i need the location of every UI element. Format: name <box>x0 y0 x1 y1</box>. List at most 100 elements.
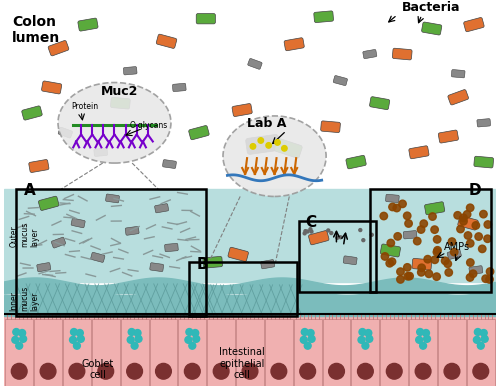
FancyBboxPatch shape <box>422 22 442 35</box>
Circle shape <box>386 363 402 379</box>
Circle shape <box>444 260 452 267</box>
Circle shape <box>406 273 413 280</box>
FancyBboxPatch shape <box>409 146 429 159</box>
Bar <box>299 221 376 292</box>
Circle shape <box>185 337 192 343</box>
FancyBboxPatch shape <box>464 17 484 32</box>
FancyBboxPatch shape <box>274 139 302 158</box>
Ellipse shape <box>58 83 171 163</box>
Circle shape <box>135 335 142 342</box>
Circle shape <box>386 259 394 267</box>
Text: Colon
lumen: Colon lumen <box>12 15 60 45</box>
FancyBboxPatch shape <box>154 204 168 213</box>
Text: Outer
mucus
layer: Outer mucus layer <box>10 222 39 247</box>
Circle shape <box>302 328 308 335</box>
Circle shape <box>380 212 388 220</box>
Circle shape <box>480 330 487 337</box>
FancyBboxPatch shape <box>452 69 465 78</box>
FancyBboxPatch shape <box>150 263 164 272</box>
FancyBboxPatch shape <box>320 121 340 132</box>
Circle shape <box>300 363 316 379</box>
Circle shape <box>78 335 84 342</box>
Circle shape <box>266 143 272 148</box>
Circle shape <box>416 337 422 343</box>
Circle shape <box>425 270 432 278</box>
FancyBboxPatch shape <box>37 262 51 272</box>
Circle shape <box>433 248 440 256</box>
Circle shape <box>40 363 56 379</box>
FancyBboxPatch shape <box>94 148 108 156</box>
Circle shape <box>306 230 309 233</box>
FancyBboxPatch shape <box>125 227 139 235</box>
Circle shape <box>418 226 425 233</box>
FancyBboxPatch shape <box>392 48 412 60</box>
Circle shape <box>444 363 460 379</box>
Circle shape <box>466 274 474 281</box>
Circle shape <box>399 200 406 208</box>
Circle shape <box>404 212 411 220</box>
Circle shape <box>473 363 488 379</box>
FancyBboxPatch shape <box>48 41 69 56</box>
FancyBboxPatch shape <box>38 196 59 210</box>
Circle shape <box>472 222 480 229</box>
FancyBboxPatch shape <box>469 266 483 274</box>
Circle shape <box>486 276 493 283</box>
FancyBboxPatch shape <box>370 96 390 110</box>
Circle shape <box>405 220 412 227</box>
FancyBboxPatch shape <box>71 218 85 228</box>
Bar <box>322 319 350 386</box>
Circle shape <box>450 248 458 256</box>
FancyBboxPatch shape <box>90 252 105 262</box>
Text: AMPs: AMPs <box>444 242 469 252</box>
Bar <box>409 319 437 386</box>
FancyBboxPatch shape <box>386 194 399 203</box>
FancyBboxPatch shape <box>260 260 274 269</box>
Circle shape <box>424 335 430 342</box>
Circle shape <box>454 212 462 219</box>
FancyBboxPatch shape <box>343 256 357 265</box>
Text: B: B <box>197 257 208 272</box>
Text: Intestinal
epithelial
cell: Intestinal epithelial cell <box>220 347 265 380</box>
Circle shape <box>274 140 280 145</box>
Circle shape <box>415 363 431 379</box>
Circle shape <box>464 211 471 218</box>
Circle shape <box>328 363 344 379</box>
FancyBboxPatch shape <box>438 130 458 143</box>
Circle shape <box>242 363 258 379</box>
FancyBboxPatch shape <box>78 18 98 31</box>
Circle shape <box>186 328 193 335</box>
FancyBboxPatch shape <box>164 244 178 252</box>
Circle shape <box>404 273 411 280</box>
Bar <box>63 319 91 386</box>
Circle shape <box>442 257 449 264</box>
Circle shape <box>445 269 452 276</box>
Polygon shape <box>4 278 496 300</box>
Circle shape <box>474 328 482 335</box>
Circle shape <box>433 273 440 280</box>
Circle shape <box>336 236 339 239</box>
Text: Protein: Protein <box>72 102 99 111</box>
Circle shape <box>478 342 484 349</box>
Circle shape <box>414 237 421 245</box>
Circle shape <box>271 363 286 379</box>
Circle shape <box>418 264 426 271</box>
Circle shape <box>134 330 141 337</box>
Circle shape <box>482 275 490 283</box>
Circle shape <box>184 363 200 379</box>
FancyBboxPatch shape <box>447 249 462 259</box>
Circle shape <box>330 232 333 235</box>
FancyBboxPatch shape <box>42 81 62 94</box>
FancyBboxPatch shape <box>412 258 432 270</box>
Circle shape <box>457 225 464 233</box>
Bar <box>380 319 408 386</box>
FancyBboxPatch shape <box>346 155 366 169</box>
Circle shape <box>339 236 342 239</box>
Circle shape <box>396 276 404 283</box>
Circle shape <box>389 203 396 211</box>
Circle shape <box>282 146 287 151</box>
Circle shape <box>156 363 172 379</box>
FancyBboxPatch shape <box>124 67 137 75</box>
FancyBboxPatch shape <box>232 103 252 117</box>
FancyBboxPatch shape <box>308 230 329 245</box>
FancyBboxPatch shape <box>162 160 176 168</box>
